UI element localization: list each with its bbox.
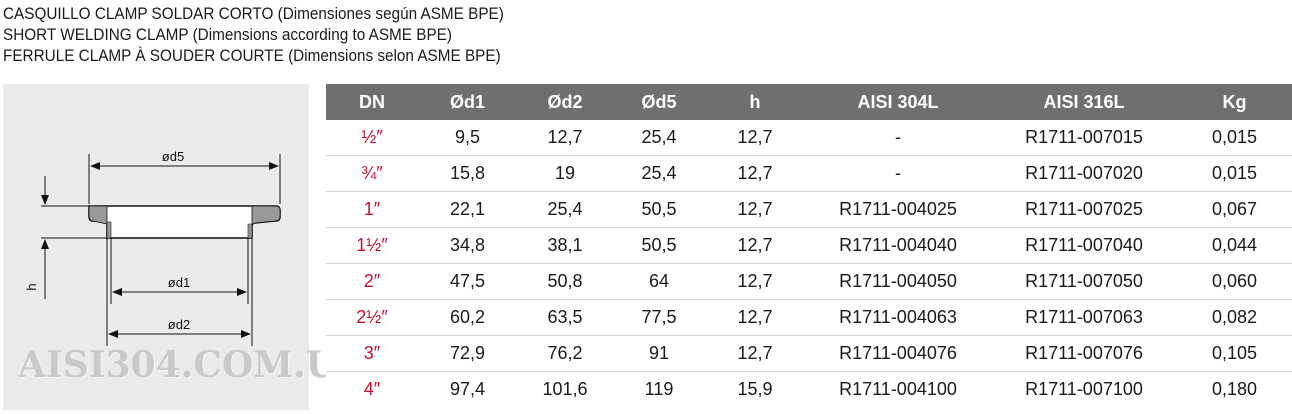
cell-d1: 22,1 bbox=[418, 191, 517, 228]
cell-aisi-304l: R1711-004050 bbox=[805, 263, 991, 300]
cell-d5: 119 bbox=[613, 371, 705, 407]
cell-d1: 72,9 bbox=[418, 335, 517, 372]
cell-kg: 0,105 bbox=[1177, 335, 1292, 372]
cell-d2: 50,8 bbox=[517, 263, 613, 300]
header-d1: Ød1 bbox=[418, 84, 517, 120]
cell-h: 15,9 bbox=[705, 371, 805, 407]
title-french: FERRULE CLAMP À SOUDER COURTE (Dimension… bbox=[3, 46, 501, 65]
cell-dn: 1″ bbox=[326, 191, 418, 228]
cell-d2: 63,5 bbox=[517, 299, 613, 336]
cell-aisi-304l: R1711-004040 bbox=[805, 227, 991, 264]
cell-d2: 12,7 bbox=[517, 120, 613, 156]
header-aisi-316l: AISI 316L bbox=[991, 84, 1177, 120]
table-row: ¾″ 15,8 19 25,4 12,7 - R1711-007020 0,01… bbox=[326, 155, 1292, 192]
cell-aisi-316l: R1711-007076 bbox=[991, 335, 1177, 372]
d5-label: ød5 bbox=[162, 149, 184, 164]
cell-kg: 0,044 bbox=[1177, 227, 1292, 264]
cell-h: 12,7 bbox=[705, 335, 805, 372]
cell-aisi-304l: - bbox=[805, 155, 991, 192]
cell-dn: 3″ bbox=[326, 335, 418, 372]
h-label: h bbox=[24, 283, 39, 290]
cell-kg: 0,067 bbox=[1177, 191, 1292, 228]
cell-aisi-304l: R1711-004063 bbox=[805, 299, 991, 336]
cell-dn: 4″ bbox=[326, 371, 418, 407]
cell-dn: 2″ bbox=[326, 263, 418, 300]
section-right-wall bbox=[247, 223, 253, 239]
header-aisi-304l: AISI 304L bbox=[805, 84, 991, 120]
cell-dn: 1½″ bbox=[326, 227, 418, 264]
cell-d5: 50,5 bbox=[613, 191, 705, 228]
title-spanish: CASQUILLO CLAMP SOLDAR CORTO (Dimensione… bbox=[3, 4, 504, 23]
header-h: h bbox=[705, 84, 805, 120]
watermark: AISI304.COM.UA bbox=[18, 344, 364, 386]
cell-d5: 64 bbox=[613, 263, 705, 300]
table-row: 2½″ 60,2 63,5 77,5 12,7 R1711-004063 R17… bbox=[326, 299, 1292, 336]
cell-aisi-316l: R1711-007040 bbox=[991, 227, 1177, 264]
cell-d1: 15,8 bbox=[418, 155, 517, 192]
cell-d5: 25,4 bbox=[613, 120, 705, 156]
cell-d2: 101,6 bbox=[517, 371, 613, 407]
title-english: SHORT WELDING CLAMP (Dimensions accordin… bbox=[3, 25, 452, 44]
ferrule-diagram-panel: ød5 h ød1 ød2 bbox=[3, 84, 309, 410]
cell-kg: 0,015 bbox=[1177, 155, 1292, 192]
cell-d2: 19 bbox=[517, 155, 613, 192]
cell-aisi-304l: - bbox=[805, 120, 991, 156]
cell-kg: 0,180 bbox=[1177, 371, 1292, 407]
section-left-wall bbox=[106, 221, 112, 239]
cell-d1: 60,2 bbox=[418, 299, 517, 336]
cell-h: 12,7 bbox=[705, 227, 805, 264]
cell-h: 12,7 bbox=[705, 191, 805, 228]
cell-aisi-316l: R1711-007025 bbox=[991, 191, 1177, 228]
cell-aisi-304l: R1711-004076 bbox=[805, 335, 991, 372]
cell-dn: ¾″ bbox=[326, 155, 418, 192]
dimensions-table: DN Ød1 Ød2 Ød5 h AISI 304L AISI 316L Kg … bbox=[326, 84, 1292, 407]
d1-label: ød1 bbox=[168, 275, 190, 290]
cell-d1: 9,5 bbox=[418, 120, 517, 156]
cell-d1: 34,8 bbox=[418, 227, 517, 264]
table-header-row: DN Ød1 Ød2 Ød5 h AISI 304L AISI 316L Kg bbox=[326, 84, 1292, 120]
cell-d2: 38,1 bbox=[517, 227, 613, 264]
header-dn: DN bbox=[326, 84, 418, 120]
table-row: 3″ 72,9 76,2 91 12,7 R1711-004076 R1711-… bbox=[326, 335, 1292, 372]
section-right bbox=[251, 205, 281, 228]
cell-h: 12,7 bbox=[705, 299, 805, 336]
cell-dn: 2½″ bbox=[326, 299, 418, 336]
section-left bbox=[88, 205, 108, 225]
table-row: 4″ 97,4 101,6 119 15,9 R1711-004100 R171… bbox=[326, 371, 1292, 407]
cell-d1: 97,4 bbox=[418, 371, 517, 407]
table-row: ½″ 9,5 12,7 25,4 12,7 - R1711-007015 0,0… bbox=[326, 120, 1292, 156]
cell-aisi-304l: R1711-004100 bbox=[805, 371, 991, 407]
table-row: 2″ 47,5 50,8 64 12,7 R1711-004050 R1711-… bbox=[326, 263, 1292, 300]
cell-aisi-316l: R1711-007100 bbox=[991, 371, 1177, 407]
header-kg: Kg bbox=[1177, 84, 1292, 120]
cell-d2: 76,2 bbox=[517, 335, 613, 372]
header-d5: Ød5 bbox=[613, 84, 705, 120]
cell-aisi-316l: R1711-007020 bbox=[991, 155, 1177, 192]
cell-h: 12,7 bbox=[705, 120, 805, 156]
cell-aisi-316l: R1711-007050 bbox=[991, 263, 1177, 300]
cell-d5: 77,5 bbox=[613, 299, 705, 336]
cell-d1: 47,5 bbox=[418, 263, 517, 300]
cell-kg: 0,082 bbox=[1177, 299, 1292, 336]
d2-label: ød2 bbox=[168, 317, 190, 332]
cell-aisi-316l: R1711-007015 bbox=[991, 120, 1177, 156]
cell-h: 12,7 bbox=[705, 155, 805, 192]
cell-aisi-304l: R1711-004025 bbox=[805, 191, 991, 228]
document-titles: CASQUILLO CLAMP SOLDAR CORTO (Dimensione… bbox=[3, 3, 559, 66]
cell-dn: ½″ bbox=[326, 120, 418, 156]
cell-d5: 25,4 bbox=[613, 155, 705, 192]
cell-kg: 0,015 bbox=[1177, 120, 1292, 156]
cell-aisi-316l: R1711-007063 bbox=[991, 299, 1177, 336]
table-row: 1½″ 34,8 38,1 50,5 12,7 R1711-004040 R17… bbox=[326, 227, 1292, 264]
header-d2: Ød2 bbox=[517, 84, 613, 120]
ferrule-cross-section-diagram: ød5 h ød1 ød2 bbox=[24, 149, 281, 346]
cell-d5: 91 bbox=[613, 335, 705, 372]
table-row: 1″ 22,1 25,4 50,5 12,7 R1711-004025 R171… bbox=[326, 191, 1292, 228]
cell-kg: 0,060 bbox=[1177, 263, 1292, 300]
cell-d2: 25,4 bbox=[517, 191, 613, 228]
cell-d5: 50,5 bbox=[613, 227, 705, 264]
cell-h: 12,7 bbox=[705, 263, 805, 300]
